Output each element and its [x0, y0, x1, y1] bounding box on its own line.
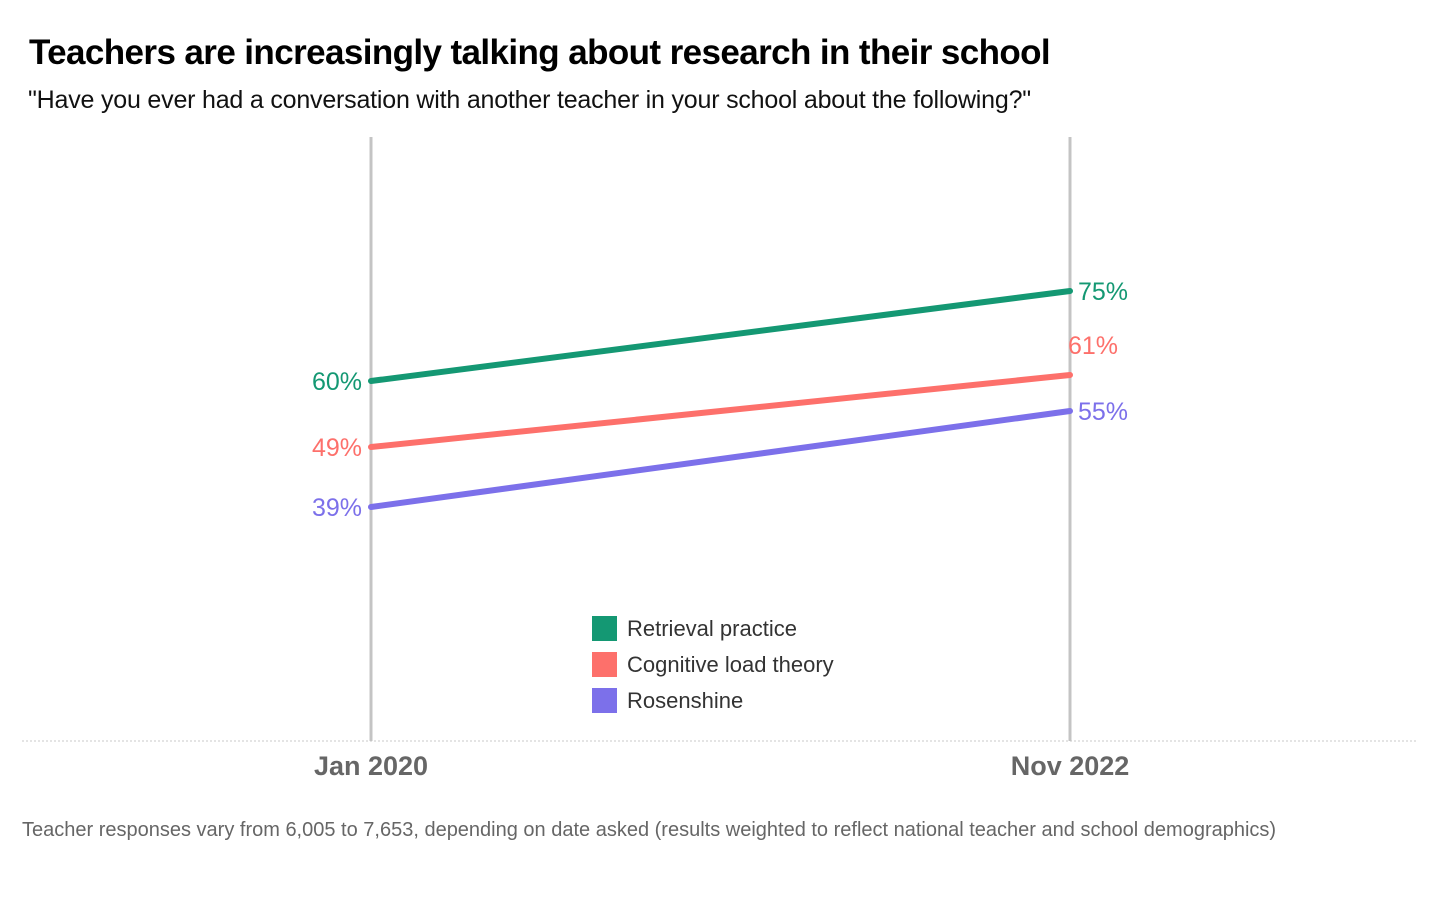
- data-label: 75%: [1078, 278, 1128, 306]
- legend-swatch: [592, 652, 617, 677]
- x-tick-label: Jan 2020: [314, 751, 428, 781]
- data-label: 55%: [1078, 398, 1128, 426]
- chart-title: Teachers are increasingly talking about …: [29, 33, 1051, 72]
- legend-item: Cognitive load theory: [592, 652, 834, 677]
- footnote: Teacher responses vary from 6,005 to 7,6…: [22, 819, 1277, 841]
- x-tick-label: Nov 2022: [1011, 751, 1130, 781]
- series-line: [368, 372, 1073, 450]
- data-label: 60%: [312, 368, 362, 396]
- legend-swatch: [592, 616, 617, 641]
- legend: Retrieval practice Cognitive load theory R…: [592, 616, 834, 713]
- legend-item: Rosenshine: [592, 688, 743, 713]
- series-retrieval-practice: 60% 75%: [312, 278, 1128, 396]
- data-label: 39%: [312, 494, 362, 522]
- legend-label: Retrieval practice: [627, 616, 797, 641]
- chart-subtitle: "Have you ever had a conversation with a…: [28, 86, 1031, 114]
- legend-swatch: [592, 688, 617, 713]
- series-rosenshine: 39% 55%: [312, 398, 1128, 522]
- legend-label: Cognitive load theory: [627, 652, 834, 677]
- series-line: [368, 408, 1073, 510]
- series-cognitive-load-theory: 49% 61%: [312, 332, 1118, 462]
- legend-label: Rosenshine: [627, 688, 743, 713]
- legend-item: Retrieval practice: [592, 616, 797, 641]
- data-label: 61%: [1068, 332, 1118, 360]
- series-line: [368, 288, 1073, 384]
- data-label: 49%: [312, 434, 362, 462]
